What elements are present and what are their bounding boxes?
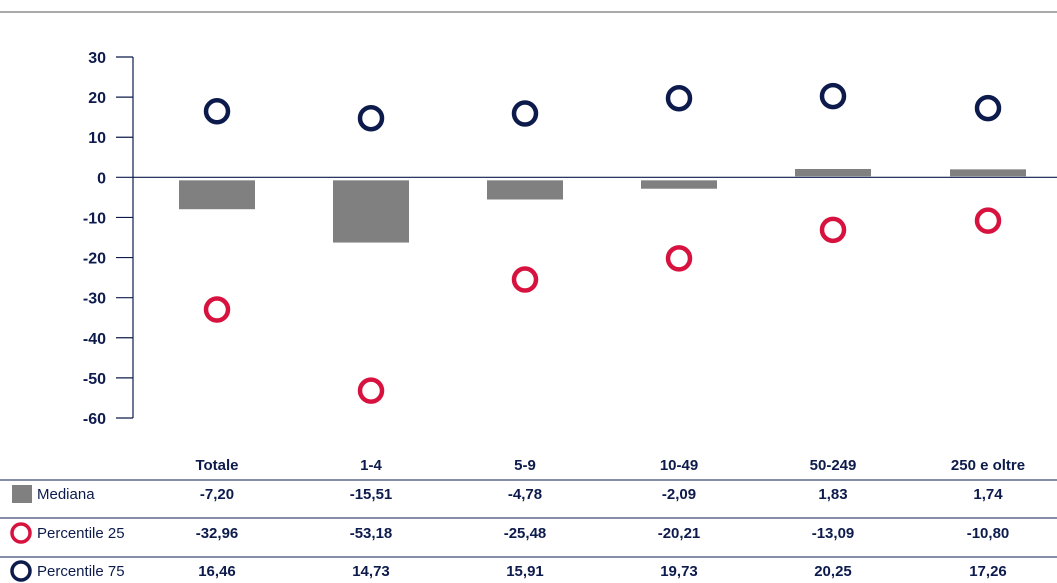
y-tick-label: -50 — [83, 371, 106, 388]
data-label: -53,18 — [350, 525, 393, 542]
data-label: 1,83 — [818, 486, 847, 503]
y-tick-label: -40 — [83, 331, 106, 348]
y-tick-label: 10 — [88, 130, 106, 147]
bar-mediana — [641, 180, 717, 189]
point-percentile-25 — [974, 207, 1002, 234]
bar-mediana — [950, 169, 1026, 177]
category-label: 1-4 — [360, 457, 382, 474]
data-label: 1,74 — [973, 486, 1003, 503]
data-label: 16,46 — [198, 563, 236, 580]
data-label: -4,78 — [508, 486, 542, 503]
bar-mediana — [333, 180, 409, 243]
point-percentile-75 — [819, 82, 847, 110]
y-tick-label: 0 — [97, 170, 106, 187]
data-label: 15,91 — [506, 563, 544, 580]
category-label: 50-249 — [810, 457, 857, 474]
point-percentile-75 — [203, 98, 231, 125]
chart-marks — [179, 82, 1026, 404]
legend-label: Percentile 25 — [37, 525, 125, 542]
data-label: -20,21 — [658, 525, 701, 542]
y-tick-label: -10 — [83, 210, 106, 227]
bar-mediana — [795, 168, 871, 177]
point-percentile-25 — [665, 245, 693, 272]
point-percentile-25 — [511, 266, 539, 293]
point-percentile-25 — [357, 377, 385, 404]
data-label: -32,96 — [196, 525, 239, 542]
data-label: -10,80 — [967, 525, 1010, 542]
data-label: -25,48 — [504, 525, 547, 542]
point-percentile-75 — [974, 94, 1002, 122]
point-percentile-75 — [511, 100, 539, 127]
y-tick-label: -30 — [83, 291, 106, 308]
chart-frame — [0, 11, 1057, 178]
legend-marker-percentile-25 — [10, 522, 32, 544]
data-label: -13,09 — [812, 525, 855, 542]
point-percentile-25 — [819, 216, 847, 244]
data-label: 17,26 — [969, 563, 1007, 580]
data-label: 14,73 — [352, 563, 390, 580]
data-table: Totale 1-4 5-9 10-49 50-249 250 e oltre Median… — [0, 457, 1057, 582]
bar-mediana — [487, 180, 563, 200]
legend-swatch-mediana — [12, 485, 32, 503]
y-tick-label: 30 — [88, 50, 106, 67]
y-tick-label: -20 — [83, 251, 106, 268]
y-tick-label: 20 — [88, 90, 106, 107]
legend-label: Percentile 75 — [37, 563, 125, 580]
point-percentile-75 — [665, 84, 693, 112]
data-label: -7,20 — [200, 486, 234, 503]
data-label: -2,09 — [662, 486, 696, 503]
point-percentile-75 — [357, 104, 385, 132]
category-label: 250 e oltre — [951, 457, 1025, 474]
legend-label: Mediana — [37, 486, 95, 503]
category-label: 10-49 — [660, 457, 698, 474]
data-label: -15,51 — [350, 486, 393, 503]
legend-marker-percentile-75 — [10, 560, 32, 582]
y-axis: 30 20 10 0 -10 -20 -30 -40 -50 -60 — [83, 50, 134, 428]
point-percentile-25 — [203, 296, 231, 323]
y-tick-label: -60 — [83, 411, 106, 428]
data-label: 19,73 — [660, 563, 698, 580]
data-label: 20,25 — [814, 563, 852, 580]
category-label: 5-9 — [514, 457, 536, 474]
bar-mediana — [179, 180, 255, 210]
category-label: Totale — [195, 457, 238, 474]
